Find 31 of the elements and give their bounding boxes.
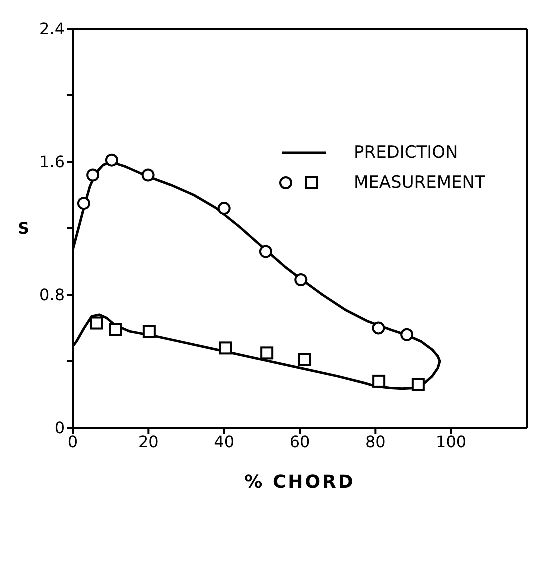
legend-label: MEASUREMENT	[354, 172, 486, 195]
y-tick-label: 1.6	[40, 152, 65, 172]
y-tick-label: 2.4	[40, 20, 65, 39]
x-tick-label: 20	[138, 432, 159, 452]
point	[90, 316, 104, 330]
point	[400, 328, 414, 342]
y-tick-label: 0.8	[40, 286, 65, 305]
point	[412, 378, 425, 392]
point	[219, 342, 232, 355]
point	[372, 374, 386, 388]
point	[218, 202, 231, 216]
x-tick-label: 0	[68, 432, 78, 452]
point	[142, 168, 155, 182]
point	[298, 353, 312, 366]
x-tick-label: 80	[365, 432, 386, 452]
y-tick-label: 0	[54, 418, 65, 438]
point	[86, 168, 100, 182]
point	[260, 346, 274, 360]
legend-label: PREDICTION	[354, 142, 458, 165]
point	[109, 323, 122, 336]
point	[259, 245, 272, 258]
point	[77, 197, 90, 210]
x-tick-label: 60	[290, 432, 310, 452]
point	[142, 325, 156, 338]
y-axis-title: S	[18, 219, 30, 238]
x-tick-label: 100	[436, 432, 467, 452]
x-tick-label: 40	[214, 432, 235, 452]
point	[372, 322, 386, 335]
x-axis-title: % CHORD	[244, 472, 356, 493]
point	[294, 274, 308, 287]
point	[105, 154, 118, 167]
